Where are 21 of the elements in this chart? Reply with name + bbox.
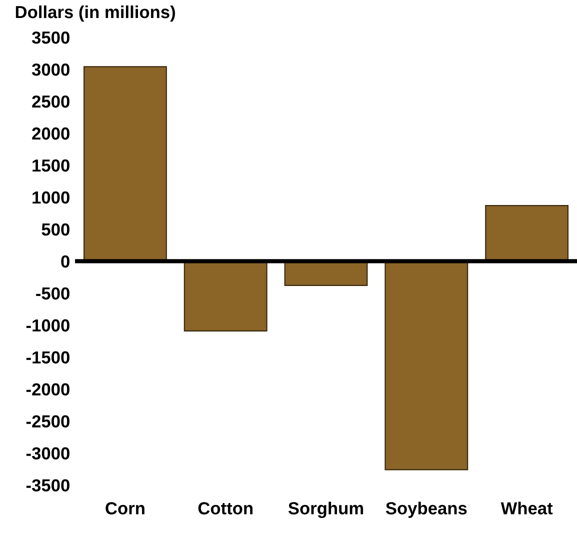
y-tick-label: 0 xyxy=(61,255,70,268)
y-tick-label: 1000 xyxy=(32,191,70,204)
y-axis-title: Dollars (in millions) xyxy=(16,5,175,22)
y-tick-label: -2500 xyxy=(26,415,70,428)
y-tick-label: -3000 xyxy=(26,447,70,460)
y-tick-label: 3500 xyxy=(32,31,70,44)
y-tick-label: 2500 xyxy=(32,95,70,108)
y-tick-label: -2000 xyxy=(26,383,70,396)
x-tick-label: Cotton xyxy=(198,502,252,514)
x-tick-label: Corn xyxy=(106,502,144,514)
y-tick-label: -1000 xyxy=(26,319,70,332)
x-tick-label: Soybeans xyxy=(386,502,467,518)
y-tick-label: -1500 xyxy=(26,351,70,364)
y-tick-label: -500 xyxy=(36,287,70,300)
x-tick-label: Wheat xyxy=(500,502,553,514)
y-tick-label: 500 xyxy=(42,223,70,236)
y-tick-label: -3500 xyxy=(26,479,70,492)
y-tick-label: 2000 xyxy=(32,127,70,140)
x-tick-label: Sorghum xyxy=(288,502,364,518)
y-tick-label: 1500 xyxy=(32,159,70,172)
y-tick-label: 3000 xyxy=(32,63,70,76)
